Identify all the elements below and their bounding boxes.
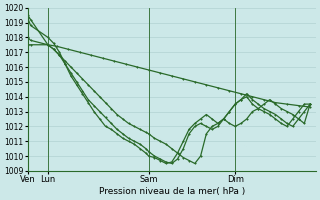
- X-axis label: Pression niveau de la mer( hPa ): Pression niveau de la mer( hPa ): [99, 187, 245, 196]
